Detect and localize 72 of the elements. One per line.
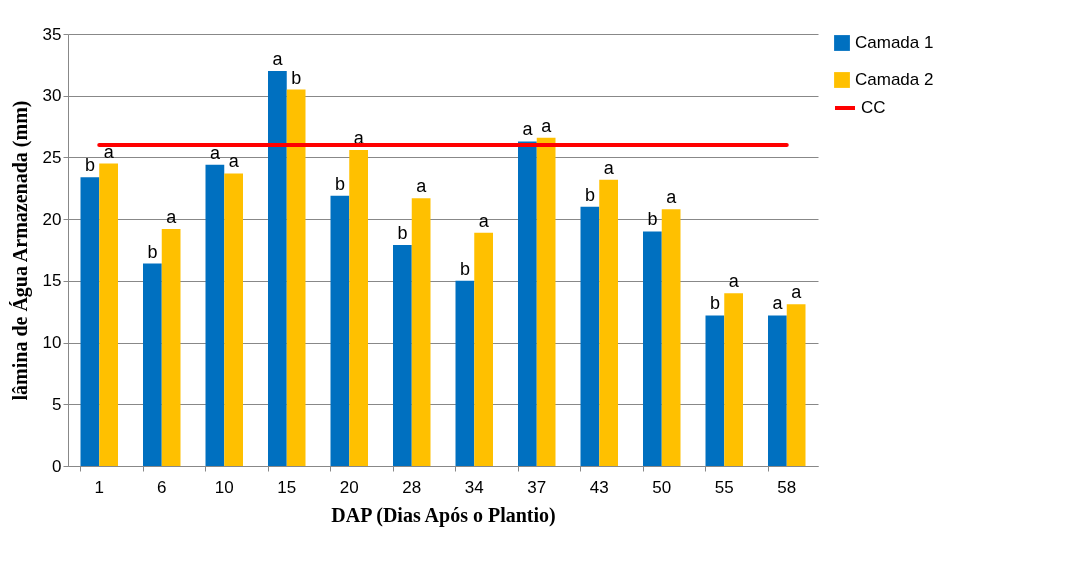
annotation: a: [791, 282, 803, 303]
annotation: a: [541, 115, 553, 136]
x-tick-label: 6: [157, 477, 167, 497]
annotation: a: [728, 271, 740, 292]
annotation: a: [272, 49, 284, 70]
bar: [411, 198, 431, 466]
bar: [455, 280, 475, 466]
x-tick-label: 20: [339, 477, 359, 497]
bar: [161, 229, 181, 466]
annotation: b: [709, 293, 720, 314]
x-tick-label: 34: [464, 477, 484, 497]
y-tick-label: 15: [42, 271, 62, 291]
bar: [705, 315, 725, 466]
annotation: a: [478, 210, 490, 231]
x-tick-label: 50: [652, 477, 672, 497]
annotation: b: [397, 223, 408, 244]
annotation: b: [147, 241, 158, 262]
annotation: a: [416, 176, 428, 197]
bar: [724, 293, 743, 466]
bar: [143, 263, 162, 466]
bar: [205, 164, 225, 466]
x-tick-label: 15: [277, 477, 297, 497]
legend-label: CC: [861, 98, 886, 117]
y-tick-label: 35: [42, 24, 62, 44]
bar: [349, 150, 368, 466]
annotation: b: [84, 155, 95, 176]
x-tick-label: 55: [714, 477, 734, 497]
annotation: a: [522, 119, 534, 140]
bar: [224, 173, 243, 466]
annotation: a: [228, 151, 240, 172]
annotation: a: [666, 187, 678, 208]
x-tick-label: 58: [777, 477, 797, 497]
bar: [99, 163, 118, 466]
bar: [393, 245, 412, 466]
bar: [661, 209, 681, 466]
annotation: a: [603, 157, 615, 178]
annotation: b: [291, 67, 302, 88]
x-tick-label: 28: [402, 477, 422, 497]
bar: [580, 206, 600, 466]
y-tick-label: 25: [42, 147, 62, 167]
bar: [268, 71, 287, 466]
bar: [599, 179, 618, 466]
bar: [474, 232, 493, 466]
y-axis-title: lâmina de Água Armazenada (mm): [8, 100, 32, 401]
bar: [518, 141, 537, 466]
y-tick-label: 30: [42, 86, 62, 106]
annotation: a: [166, 207, 178, 228]
legend-label: Camada 2: [855, 70, 934, 89]
bar: [536, 137, 556, 466]
x-tick-label: 10: [214, 477, 234, 497]
y-tick-label: 10: [42, 333, 62, 353]
y-tick-label: 5: [52, 394, 62, 414]
annotation: a: [103, 141, 115, 162]
bar: [643, 231, 662, 466]
y-tick-label: 0: [52, 456, 62, 476]
x-tick-label: 43: [589, 477, 609, 497]
bar: [768, 315, 787, 466]
bar: [80, 177, 100, 466]
legend-label: Camada 1: [855, 33, 934, 52]
annotation: b: [334, 173, 345, 194]
y-tick-label: 20: [42, 209, 62, 229]
annotation: b: [459, 258, 470, 279]
bar: [786, 304, 806, 466]
annotation: b: [584, 184, 595, 205]
x-tick-label: 37: [527, 477, 547, 497]
bar: [286, 89, 306, 466]
annotation: b: [647, 209, 658, 230]
x-tick-label: 1: [94, 477, 104, 497]
annotation: a: [209, 142, 221, 163]
x-axis-title: DAP (Dias Após o Plantio): [331, 503, 556, 527]
annotation: a: [772, 293, 784, 314]
bar: [330, 195, 350, 466]
